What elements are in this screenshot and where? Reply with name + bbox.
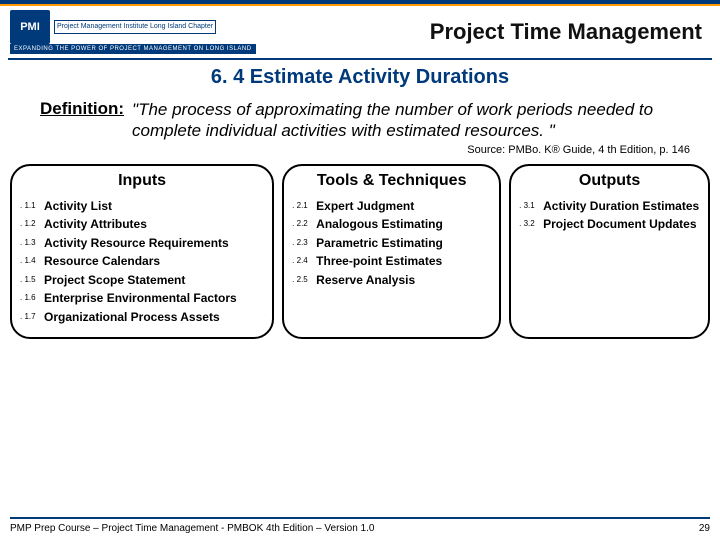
item-number: . 2.4 bbox=[292, 254, 310, 265]
item-label: Analogous Estimating bbox=[316, 217, 443, 233]
outputs-title: Outputs bbox=[519, 172, 700, 190]
item-number: . 2.2 bbox=[292, 217, 310, 228]
item-number: . 1.7 bbox=[20, 310, 38, 321]
page-number: 29 bbox=[699, 523, 710, 534]
item-label: Activity Duration Estimates bbox=[543, 199, 699, 215]
footer-left: PMP Prep Course – Project Time Managemen… bbox=[10, 523, 374, 534]
tools-column: Tools & Techniques . 2.1 Expert Judgment.… bbox=[282, 164, 501, 339]
logo-icon: PMI bbox=[10, 10, 50, 44]
item-number: . 1.4 bbox=[20, 254, 38, 265]
item-label: Reserve Analysis bbox=[316, 273, 415, 289]
item-label: Activity List bbox=[44, 199, 112, 215]
list-item: . 2.1 Expert Judgment bbox=[292, 199, 491, 215]
tools-list: . 2.1 Expert Judgment . 2.2 Analogous Estim… bbox=[292, 196, 491, 292]
item-label: Organizational Process Assets bbox=[44, 310, 220, 326]
item-number: . 2.5 bbox=[292, 273, 310, 284]
item-label: Project Scope Statement bbox=[44, 273, 185, 289]
item-number: . 1.5 bbox=[20, 273, 38, 284]
list-item: . 1.4 Resource Calendars bbox=[20, 254, 264, 270]
logo-tagline: EXPANDING THE POWER OF PROJECT MANAGEMEN… bbox=[10, 44, 256, 54]
inputs-list: . 1.1 Activity List . 1.2 Activity Attribut… bbox=[20, 196, 264, 329]
list-item: . 2.5 Reserve Analysis bbox=[292, 273, 491, 289]
item-label: Enterprise Environmental Factors bbox=[44, 291, 237, 307]
item-label: Project Document Updates bbox=[543, 217, 696, 233]
list-item: . 3.2 Project Document Updates bbox=[519, 217, 700, 233]
item-number: . 1.2 bbox=[20, 217, 38, 228]
inputs-title: Inputs bbox=[20, 172, 264, 190]
definition-text: "The process of approximating the number… bbox=[132, 99, 690, 142]
list-item: . 1.1 Activity List bbox=[20, 199, 264, 215]
outputs-list: . 3.1 Activity Duration Estimates . 3.2 Pro… bbox=[519, 196, 700, 236]
item-label: Resource Calendars bbox=[44, 254, 160, 270]
source-citation: Source: PMBo. K® Guide, 4 th Edition, p.… bbox=[0, 144, 720, 156]
item-number: . 3.2 bbox=[519, 217, 537, 228]
item-label: Expert Judgment bbox=[316, 199, 414, 215]
tools-title: Tools & Techniques bbox=[292, 172, 491, 190]
list-item: . 1.3 Activity Resource Requirements bbox=[20, 236, 264, 252]
item-number: . 2.1 bbox=[292, 199, 310, 210]
list-item: . 2.4 Three-point Estimates bbox=[292, 254, 491, 270]
item-number: . 1.6 bbox=[20, 291, 38, 302]
section-title: 6. 4 Estimate Activity Durations bbox=[0, 66, 720, 89]
list-item: . 2.2 Analogous Estimating bbox=[292, 217, 491, 233]
item-label: Three-point Estimates bbox=[316, 254, 442, 270]
list-item: . 1.2 Activity Attributes bbox=[20, 217, 264, 233]
item-number: . 3.1 bbox=[519, 199, 537, 210]
item-label: Parametric Estimating bbox=[316, 236, 443, 252]
logo-text: Project Management Institute Long Island… bbox=[54, 20, 216, 34]
item-label: Activity Resource Requirements bbox=[44, 236, 229, 252]
definition-label: Definition: bbox=[40, 99, 124, 142]
item-number: . 1.1 bbox=[20, 199, 38, 210]
list-item: . 1.5 Project Scope Statement bbox=[20, 273, 264, 289]
logo-block: PMI Project Management Institute Long Is… bbox=[10, 10, 256, 54]
header: PMI Project Management Institute Long Is… bbox=[0, 6, 720, 56]
title-underline bbox=[8, 58, 712, 60]
list-item: . 1.7 Organizational Process Assets bbox=[20, 310, 264, 326]
list-item: . 2.3 Parametric Estimating bbox=[292, 236, 491, 252]
item-label: Activity Attributes bbox=[44, 217, 147, 233]
footer: PMP Prep Course – Project Time Managemen… bbox=[10, 517, 710, 534]
itto-columns: Inputs . 1.1 Activity List . 1.2 Activity A… bbox=[0, 156, 720, 339]
definition-block: Definition: "The process of approximatin… bbox=[0, 99, 720, 146]
item-number: . 1.3 bbox=[20, 236, 38, 247]
inputs-column: Inputs . 1.1 Activity List . 1.2 Activity A… bbox=[10, 164, 274, 339]
outputs-column: Outputs . 3.1 Activity Duration Estimates… bbox=[509, 164, 710, 339]
list-item: . 3.1 Activity Duration Estimates bbox=[519, 199, 700, 215]
list-item: . 1.6 Enterprise Environmental Factors bbox=[20, 291, 264, 307]
page-title: Project Time Management bbox=[256, 19, 710, 45]
item-number: . 2.3 bbox=[292, 236, 310, 247]
